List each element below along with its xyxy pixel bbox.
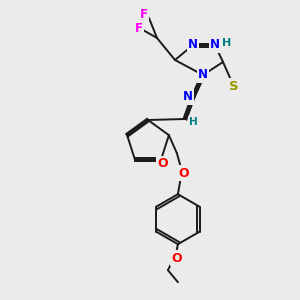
Text: O: O <box>178 167 189 180</box>
Text: N: N <box>183 91 193 103</box>
Text: H: H <box>222 38 232 48</box>
Text: O: O <box>172 252 182 265</box>
Text: N: N <box>198 68 208 82</box>
Text: O: O <box>158 157 168 170</box>
Text: H: H <box>189 117 197 127</box>
Text: F: F <box>135 22 143 34</box>
Text: F: F <box>140 8 148 20</box>
Text: S: S <box>229 80 239 92</box>
Text: N: N <box>188 38 198 52</box>
Text: N: N <box>210 38 220 52</box>
